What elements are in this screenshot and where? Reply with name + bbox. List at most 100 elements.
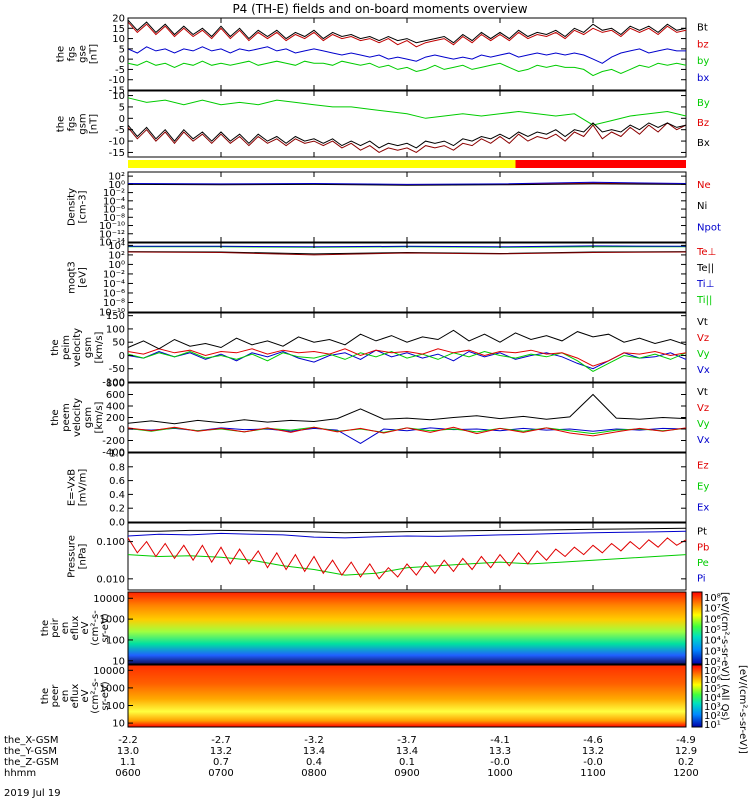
footer-value: 1200 xyxy=(673,768,698,779)
footer-value: 0.4 xyxy=(306,757,322,768)
ytick-label: 150 xyxy=(106,311,125,322)
panel-frame xyxy=(127,17,687,91)
ylabel-line: eflux xyxy=(70,684,81,709)
ytick-label: 0 xyxy=(119,55,125,66)
colorbar-tick: 10⁵ xyxy=(704,684,721,695)
footer-value: 13.2 xyxy=(210,746,232,757)
ylabel-line: the xyxy=(40,688,51,704)
colorbar-label-electrons: [eV/(cm²-s-sr-eV)] xyxy=(737,665,748,754)
peer-spectrogram: 10000 1000 100 10 the peer en eflux eV (cm²-s-sr-… xyxy=(40,664,721,731)
footer-row-label: the_X-GSM xyxy=(4,735,58,746)
ytick-label: 0.100 xyxy=(96,537,125,548)
footer-row-label: hhmm xyxy=(4,768,36,779)
colorbar-tick: 10⁶ xyxy=(704,675,721,686)
ylabel-line: peer xyxy=(50,684,61,708)
legend-fgs_gsm-Bz: Bz xyxy=(697,118,709,129)
legend-moqt3-Te||: Te|| xyxy=(696,263,714,274)
peer-spectrogram-image xyxy=(128,665,686,727)
ytick-label: 10000 xyxy=(93,594,125,605)
ylabel-line: eV xyxy=(80,689,91,702)
footer-value: -4.6 xyxy=(583,735,603,746)
colorbar-tick: 10⁴ xyxy=(704,693,721,704)
ytick-label: 0.4 xyxy=(109,490,125,501)
series-peim-Vt xyxy=(127,329,687,350)
ytick-label: -400 xyxy=(102,448,125,459)
ylabel-line: the xyxy=(50,409,61,425)
footer-value: 13.2 xyxy=(582,746,604,757)
ytick-label: 10⁻¹² xyxy=(99,229,125,240)
ytick-label: 10⁻⁶ xyxy=(103,288,125,299)
ytick-label: 10⁻² xyxy=(103,188,125,199)
ytick-label: 1000 xyxy=(100,615,125,626)
ytick-label: 10² xyxy=(108,250,125,261)
ylabel-line: en xyxy=(60,690,71,703)
footer-row-label: the_Z-GSM xyxy=(4,757,59,768)
panel-frame xyxy=(127,90,687,158)
ytick-label: 10 xyxy=(112,656,125,667)
series-fgs_gse-bx xyxy=(127,60,687,77)
footer-value: -2.7 xyxy=(211,735,231,746)
peir-spectrogram-frame xyxy=(127,591,687,665)
footer-value: -2.2 xyxy=(118,735,138,746)
ytick-label: 10⁻² xyxy=(103,269,125,280)
series-peim-Vx xyxy=(127,349,687,370)
legend-peem-Vx: Vx xyxy=(697,435,710,446)
ytick-label: 600 xyxy=(106,390,125,401)
series-pressure-Pb xyxy=(127,537,687,580)
ytick-label: -50 xyxy=(109,364,125,375)
legend-pressure-Pe: Pe xyxy=(697,558,709,569)
colorbar-tick: 10² xyxy=(704,657,721,668)
footer-value: -4.9 xyxy=(676,735,696,746)
ytick-label: 100 xyxy=(106,324,125,335)
ytick-label: 10⁻⁸ xyxy=(103,298,125,309)
ylabel-line: the xyxy=(56,46,67,62)
footer-value: -3.7 xyxy=(397,735,417,746)
ytick-label: 10⁰ xyxy=(108,260,125,271)
peer-spectrogram-frame xyxy=(127,664,687,728)
ytick-label: 0.8 xyxy=(109,462,125,473)
legend-density-Npot: Npot xyxy=(697,222,721,233)
colorbar-electrons xyxy=(691,664,703,728)
ylabel-line: eflux xyxy=(70,616,81,641)
series-fgs_gse-by xyxy=(127,46,686,64)
ytick-label: -10 xyxy=(109,75,125,86)
ylabel-line: the xyxy=(40,620,51,636)
ylabel-line: the xyxy=(50,339,61,355)
ytick-label: -100 xyxy=(102,378,125,389)
ylabel-line: gsm xyxy=(78,113,89,134)
panel-pressure: 0.100 0.010 Pressure [nPa] Pt Pb Pe Pi xyxy=(67,522,709,591)
ytick-label: 100 xyxy=(106,635,125,646)
legend-peem-Vt: Vt xyxy=(697,387,708,398)
series-pressure-Pt xyxy=(128,527,687,534)
ylabel-line: gsm xyxy=(83,337,94,358)
legend-moqt3-Ti||: Ti|| xyxy=(696,295,712,306)
ylabel-line: Pressure xyxy=(67,535,78,578)
series-fgs_gse-bz xyxy=(127,21,687,48)
series-pressure-Pe xyxy=(127,554,687,576)
legend-fgs_gsm-By: By xyxy=(697,98,710,109)
legend-peim-Vy: Vy xyxy=(697,349,710,360)
colorbar-tick: 10⁸ xyxy=(704,593,721,604)
legend-pressure-Pt: Pt xyxy=(697,527,707,538)
legend-efield-Ey: Ey xyxy=(697,482,709,493)
colorbar-tick: 10⁴ xyxy=(704,636,721,647)
ytick-label: 0.2 xyxy=(109,504,125,515)
footer-value: 1100 xyxy=(580,768,605,779)
series-peim-Vy xyxy=(127,350,687,372)
legend-fgs_gse-Bt: Bt xyxy=(697,23,708,34)
ytick-label: 1000 xyxy=(100,683,125,694)
ylabel-line: gse xyxy=(78,45,89,63)
chart-title: P4 (TH-E) fields and on-board moments ov… xyxy=(232,2,527,16)
ylabel-line: [nT] xyxy=(89,114,100,134)
ylabel-line: [km/s] xyxy=(94,401,105,433)
ylabel-line: velocity xyxy=(72,328,83,367)
ytick-label: 10⁻¹⁴ xyxy=(99,238,125,249)
ylabel-line: eV xyxy=(80,621,91,634)
date-label: 2019 Jul 19 xyxy=(4,788,61,799)
ylabel-line: E=-VxB xyxy=(67,469,78,506)
ylabel-line: [nT] xyxy=(89,44,100,64)
panel-peim: 150 100 50 0 -50 -100 the peim velocity gsm [km/s]… xyxy=(50,311,710,388)
colorbar-tick: 10⁵ xyxy=(704,625,721,636)
ytick-label: -5 xyxy=(115,125,125,136)
legend-pressure-Pb: Pb xyxy=(697,542,709,553)
